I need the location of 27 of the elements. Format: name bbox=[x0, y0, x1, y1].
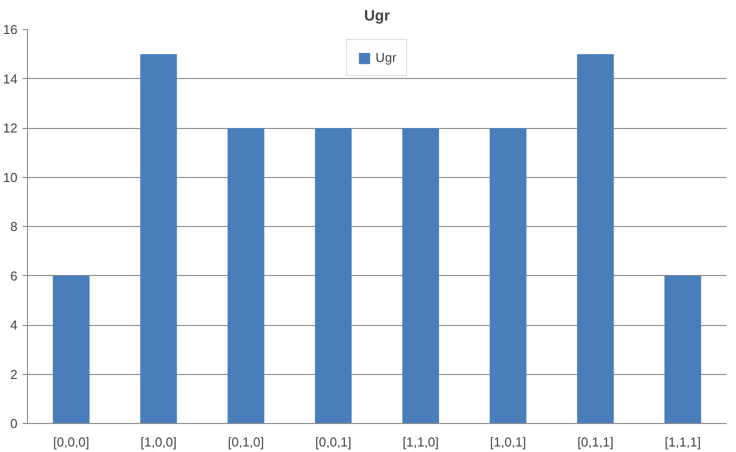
bar bbox=[314, 128, 352, 424]
y-tick-label: 16 bbox=[3, 22, 18, 37]
bar bbox=[577, 54, 614, 424]
bar bbox=[664, 276, 702, 424]
x-tick-label: [1,1,0] bbox=[402, 434, 439, 450]
bar bbox=[490, 128, 526, 424]
y-tick-label: 4 bbox=[10, 318, 18, 332]
y-tick-label: 0 bbox=[10, 416, 18, 431]
x-tick-label: [1,0,1] bbox=[490, 434, 526, 450]
y-tick-label: 2 bbox=[10, 366, 18, 382]
y-tick-label: 14 bbox=[3, 71, 18, 86]
y-tick-label: 12 bbox=[3, 120, 18, 136]
x-tick-label: [1,0,0] bbox=[140, 434, 177, 450]
legend-label: Ugr bbox=[376, 50, 396, 65]
x-tick-label: [0,0,1] bbox=[315, 434, 352, 450]
bar bbox=[402, 128, 440, 424]
chart-title: Ugr bbox=[364, 8, 390, 24]
x-tick-label: [0,1,0] bbox=[228, 434, 264, 450]
bar bbox=[140, 54, 177, 424]
y-tick-label: 8 bbox=[10, 219, 18, 234]
x-tick-label: [0,1,1] bbox=[577, 434, 614, 450]
bar bbox=[228, 128, 264, 424]
y-tick-label: 10 bbox=[3, 170, 18, 185]
x-tick-label: [0,0,0] bbox=[53, 434, 90, 450]
bar bbox=[52, 276, 90, 424]
y-tick-label: 6 bbox=[10, 268, 18, 284]
x-tick-label: [1,1,1] bbox=[664, 434, 701, 450]
